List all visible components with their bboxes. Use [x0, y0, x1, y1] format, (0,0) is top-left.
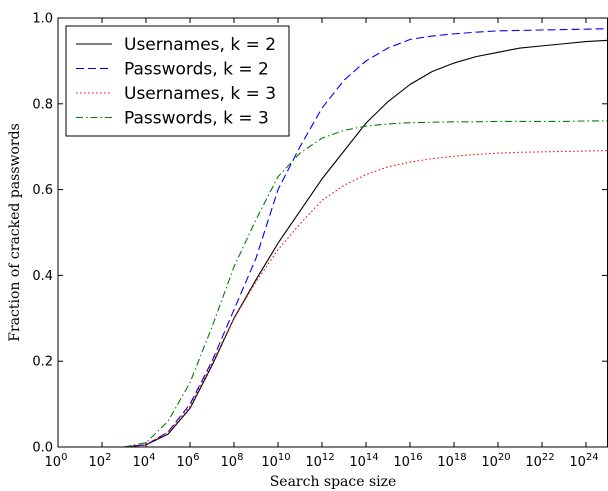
x-tick-label: 1020 [481, 452, 510, 470]
series-line-2 [123, 150, 608, 448]
legend-label-1: Passwords, k = 2 [124, 60, 269, 80]
x-axis-label: Search space size [270, 474, 397, 490]
series-line-3 [123, 120, 608, 448]
x-tick-label: 1010 [261, 452, 290, 470]
x-tick-label: 1014 [349, 452, 378, 470]
x-tick-label: 102 [89, 452, 112, 470]
y-tick-label: 1.0 [32, 12, 53, 27]
legend-label-0: Usernames, k = 2 [124, 35, 276, 55]
legend: Usernames, k = 2 Passwords, k = 2 Username… [65, 25, 290, 137]
x-tick-label: 100 [45, 452, 68, 470]
legend-label-3: Passwords, k = 3 [124, 109, 269, 129]
x-tick-label: 108 [221, 452, 244, 470]
x-tick-label: 106 [177, 452, 200, 470]
legend-label-2: Usernames, k = 3 [124, 84, 276, 104]
x-tick-label: 1022 [525, 452, 554, 470]
y-tick-label: 0.4 [32, 269, 53, 284]
ticks-layer: 100 102 104 106 108 1010 1012 1014 1016 1018 1020 1… [32, 12, 607, 470]
y-tick-label: 0.6 [32, 183, 53, 198]
x-tick-label: 1012 [305, 452, 334, 470]
y-tick-label: 0.8 [32, 97, 53, 112]
x-tick-label: 1024 [569, 452, 598, 470]
x-tick-label: 104 [133, 452, 156, 470]
x-tick-label: 1018 [437, 452, 466, 470]
y-axis-label: Fraction of cracked passwords [7, 123, 23, 341]
y-tick-label: 0.0 [32, 441, 53, 456]
series-line-0 [123, 39, 608, 448]
x-tick-label: 1016 [393, 452, 422, 470]
series-layer [123, 28, 608, 448]
series-line-1 [123, 28, 608, 448]
y-tick-label: 0.2 [32, 355, 53, 370]
